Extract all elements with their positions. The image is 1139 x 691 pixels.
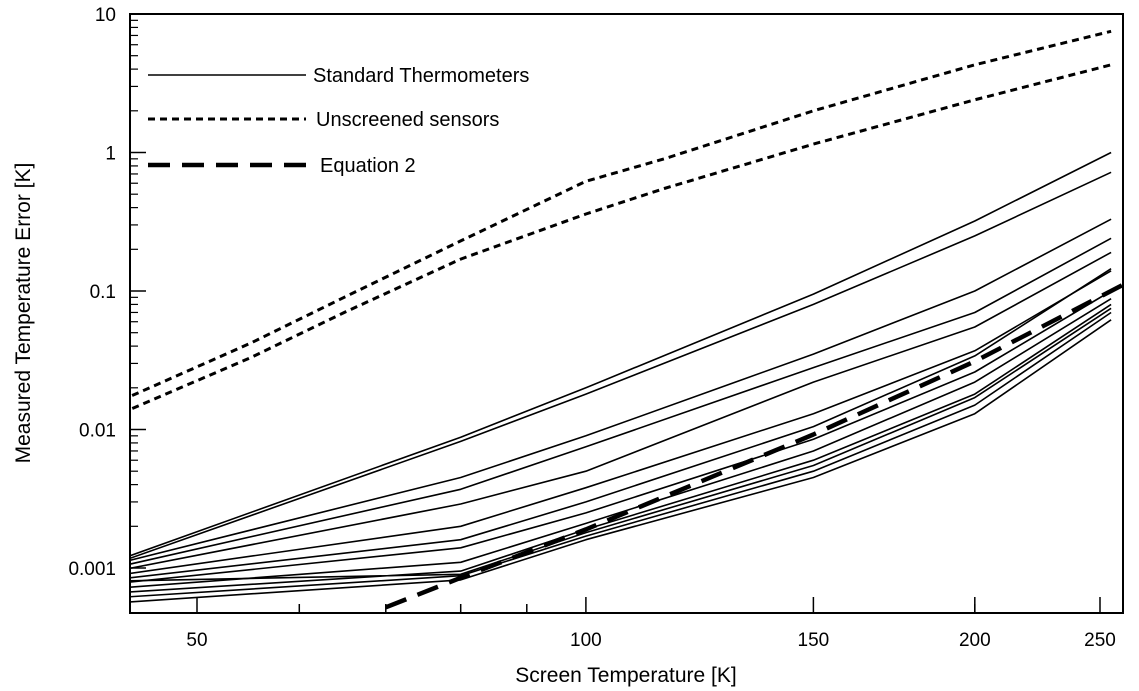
plot-frame (129, 13, 1124, 614)
x-tick-label: 250 (1084, 630, 1116, 651)
y-tick-label: 0.1 (90, 282, 116, 303)
y-tick-label: 1 (105, 144, 116, 165)
y-axis-ticks: 0.001 0.01 0.1 1 10 (68, 5, 146, 580)
series-line-7 (130, 237, 1112, 565)
x-tick-label: 100 (570, 630, 602, 651)
y-tick-label: 10 (95, 5, 116, 26)
x-axis-ticks: 50 100 150 200 250 (186, 597, 1116, 651)
series-line-3 (384, 283, 1124, 610)
series-line-1 (130, 29, 1112, 399)
series-line-10 (130, 268, 1112, 579)
series-line-11 (130, 290, 1112, 583)
x-tick-label: 150 (798, 630, 830, 651)
legend-label: Unscreened sensors (316, 109, 499, 131)
series-line-2 (130, 63, 1112, 412)
y-axis-title: Measured Temperature Error [K] (12, 163, 35, 464)
series-line-9 (130, 270, 1112, 575)
legend-label: Standard Thermometers (313, 65, 529, 87)
series-line-8 (130, 251, 1112, 570)
x-tick-label: 50 (186, 630, 207, 651)
series-line-16 (130, 307, 1112, 582)
series-line-13 (130, 303, 1112, 593)
series-line-6 (130, 218, 1112, 562)
legend-label: Equation 2 (320, 155, 416, 177)
x-axis-title: Screen Temperature [K] (515, 664, 736, 687)
series-layer (130, 29, 1124, 610)
series-line-5 (130, 171, 1112, 560)
series-line-4 (130, 151, 1112, 557)
legend: Standard Thermometers Unscreened sensors E… (148, 65, 529, 177)
series-line-15 (130, 319, 1112, 603)
series-line-14 (130, 311, 1112, 598)
series-line-12 (130, 298, 1112, 588)
y-tick-label: 0.001 (68, 559, 116, 580)
y-tick-label: 0.01 (79, 421, 116, 442)
x-tick-label: 200 (959, 630, 991, 651)
